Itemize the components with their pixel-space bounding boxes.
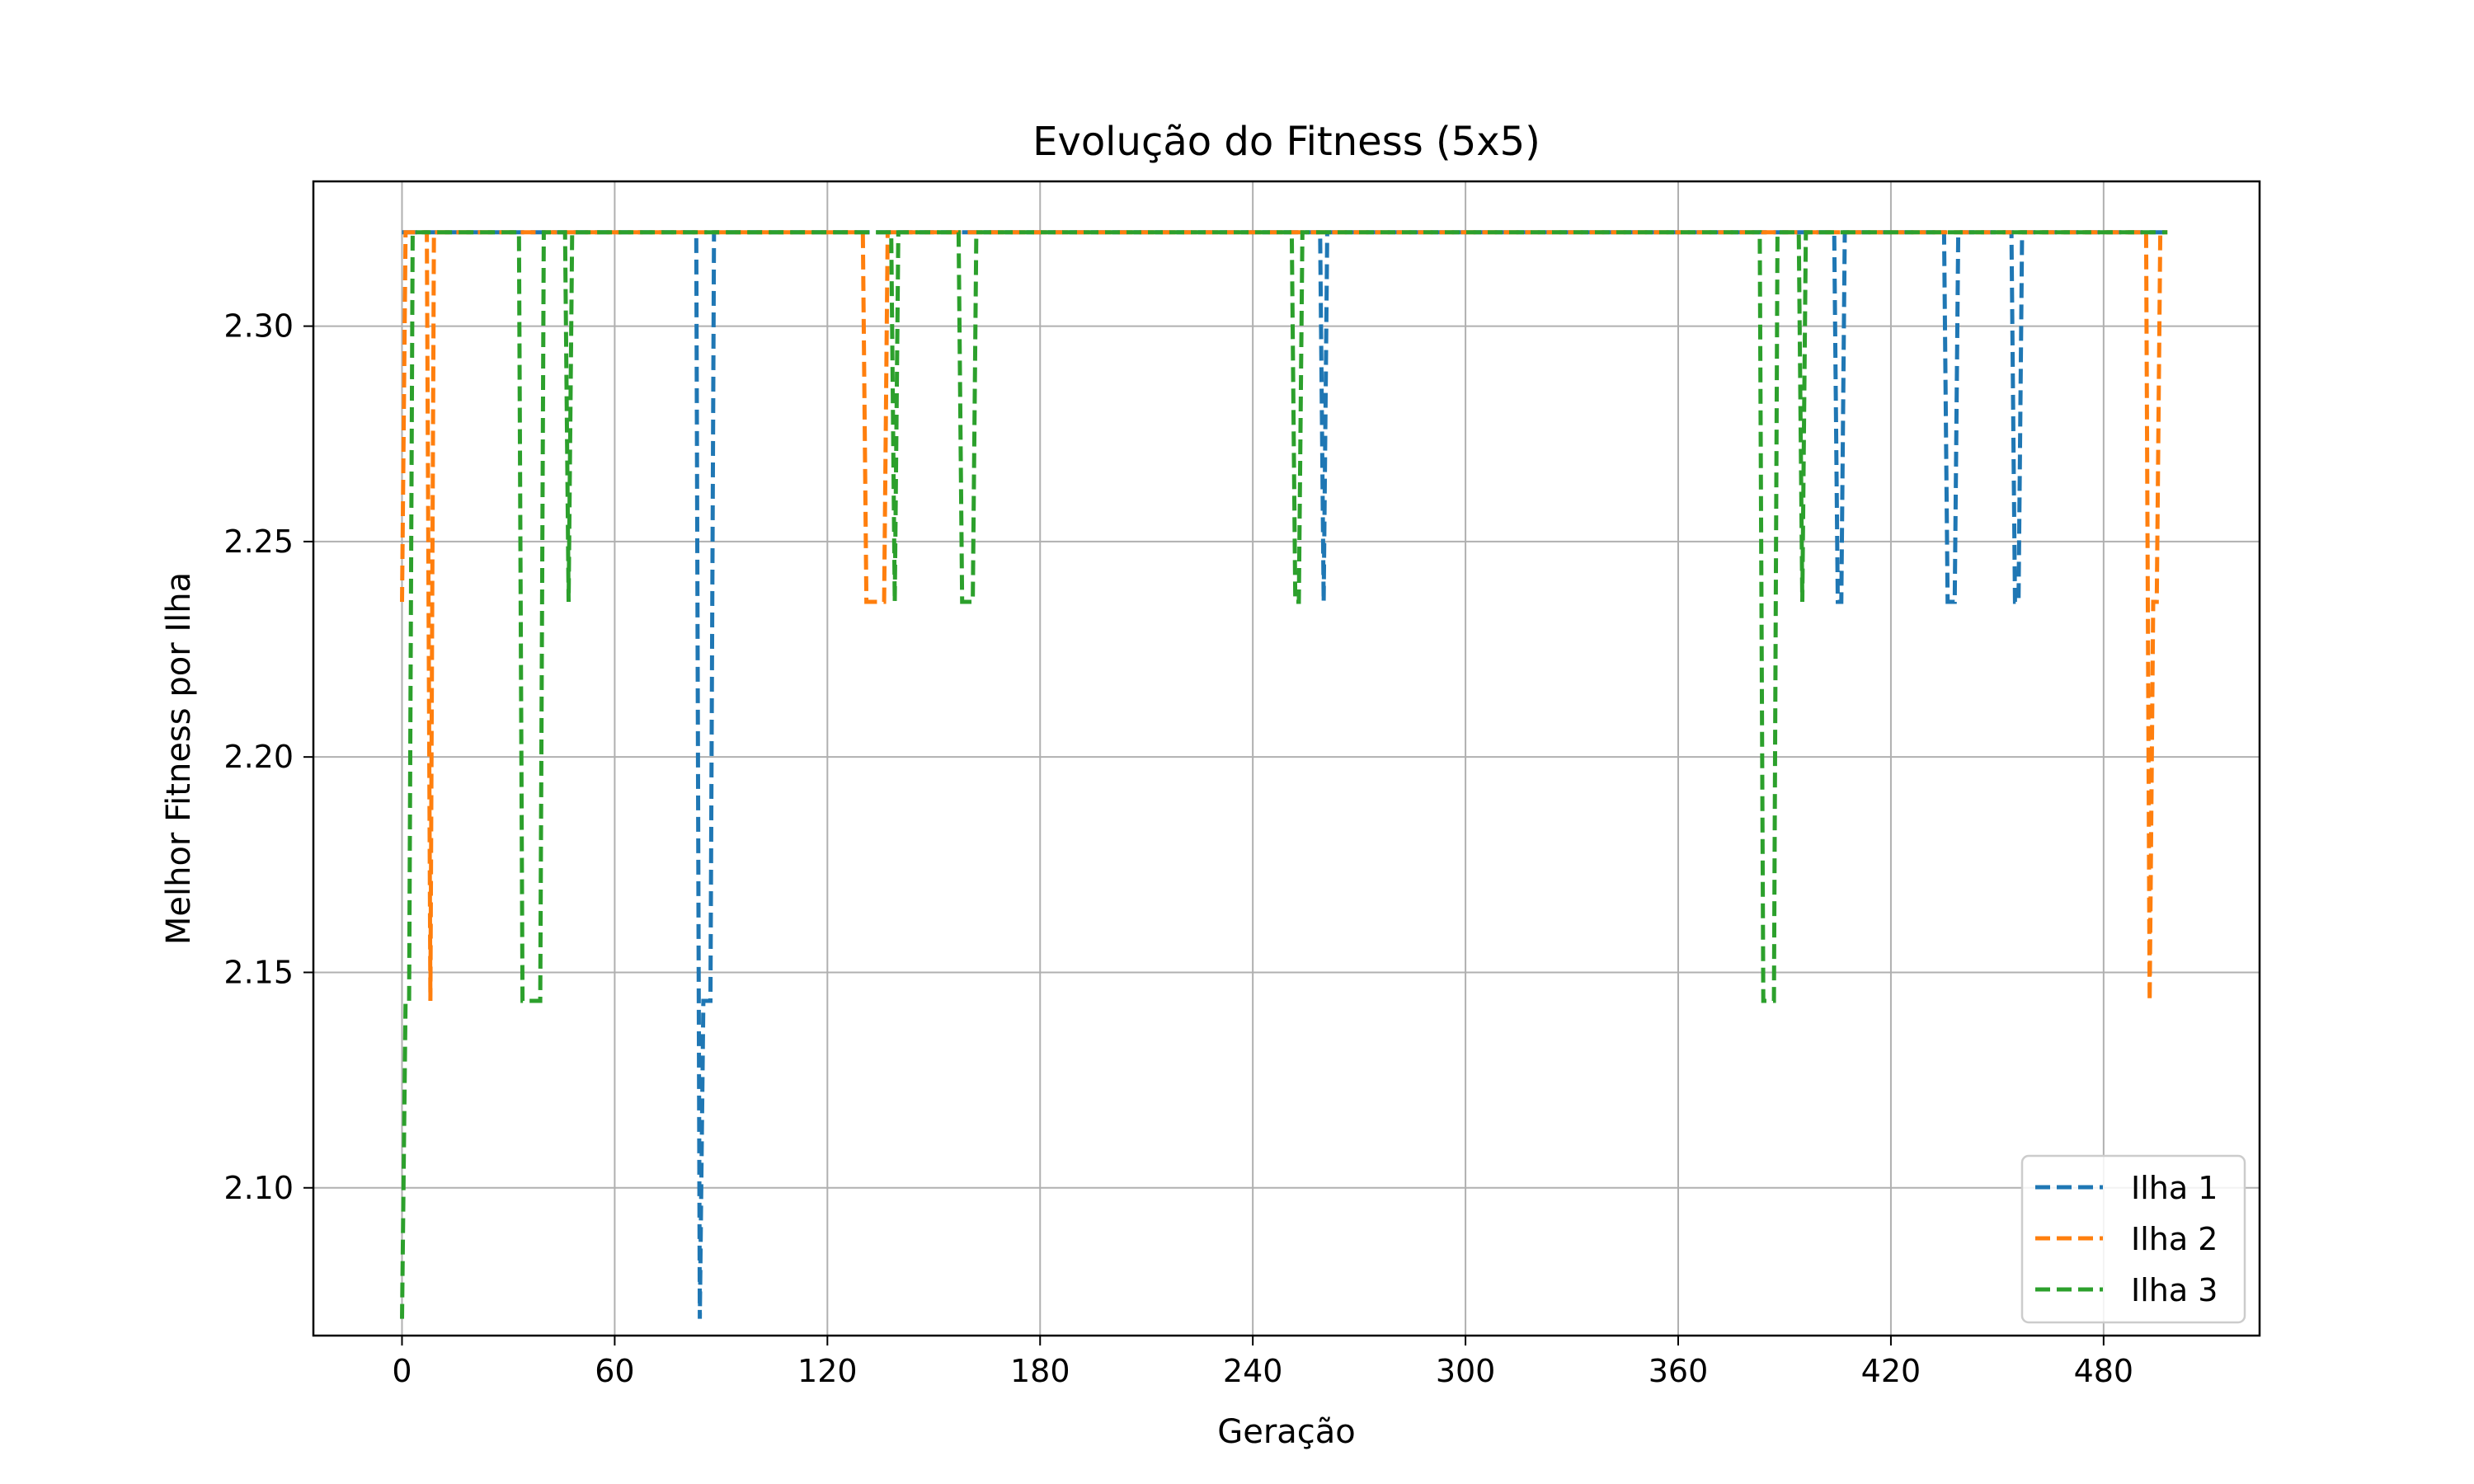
x-tick-label: 480: [2074, 1353, 2134, 1389]
x-tick-label: 180: [1010, 1353, 1070, 1389]
legend-label-1: Ilha 1: [2131, 1170, 2218, 1206]
x-tick-label: 420: [1861, 1353, 1921, 1389]
y-tick-label: 2.15: [223, 954, 294, 990]
x-tick-label: 120: [797, 1353, 858, 1389]
x-axis-label: Geração: [1217, 1413, 1356, 1451]
axis-ticks: 0 60 120 180 240 300 360 420 480 2.10 2.15 2.20 2.25…: [223, 308, 2133, 1389]
legend-frame: [2020, 1154, 2246, 1324]
x-tick-label: 0: [392, 1353, 412, 1389]
legend-label-3: Ilha 3: [2131, 1272, 2218, 1308]
legend-label-2: Ilha 2: [2131, 1221, 2218, 1257]
x-tick-label: 240: [1223, 1353, 1283, 1389]
x-tick-label: 300: [1436, 1353, 1496, 1389]
y-tick-label: 2.10: [223, 1170, 294, 1206]
x-tick-label: 60: [595, 1353, 634, 1389]
y-tick-label: 2.20: [223, 739, 294, 775]
legend: Ilha 1 Ilha 2 Ilha 3: [2020, 1154, 2246, 1324]
series-line-2: [400, 230, 2168, 1002]
chart-title: Evolução do Fitness (5x5): [1032, 119, 1540, 165]
series-line-1: [402, 230, 2168, 1319]
y-axis-label: Melhor Fitness por Ilha: [160, 572, 198, 945]
series-line-3: [400, 230, 2168, 1319]
grid: [313, 181, 2260, 1336]
x-tick-label: 360: [1649, 1353, 1709, 1389]
y-tick-label: 2.30: [223, 308, 294, 345]
series-lines: [400, 230, 2168, 1319]
y-tick-label: 2.25: [223, 524, 294, 560]
plot-frame: [312, 180, 2261, 1337]
